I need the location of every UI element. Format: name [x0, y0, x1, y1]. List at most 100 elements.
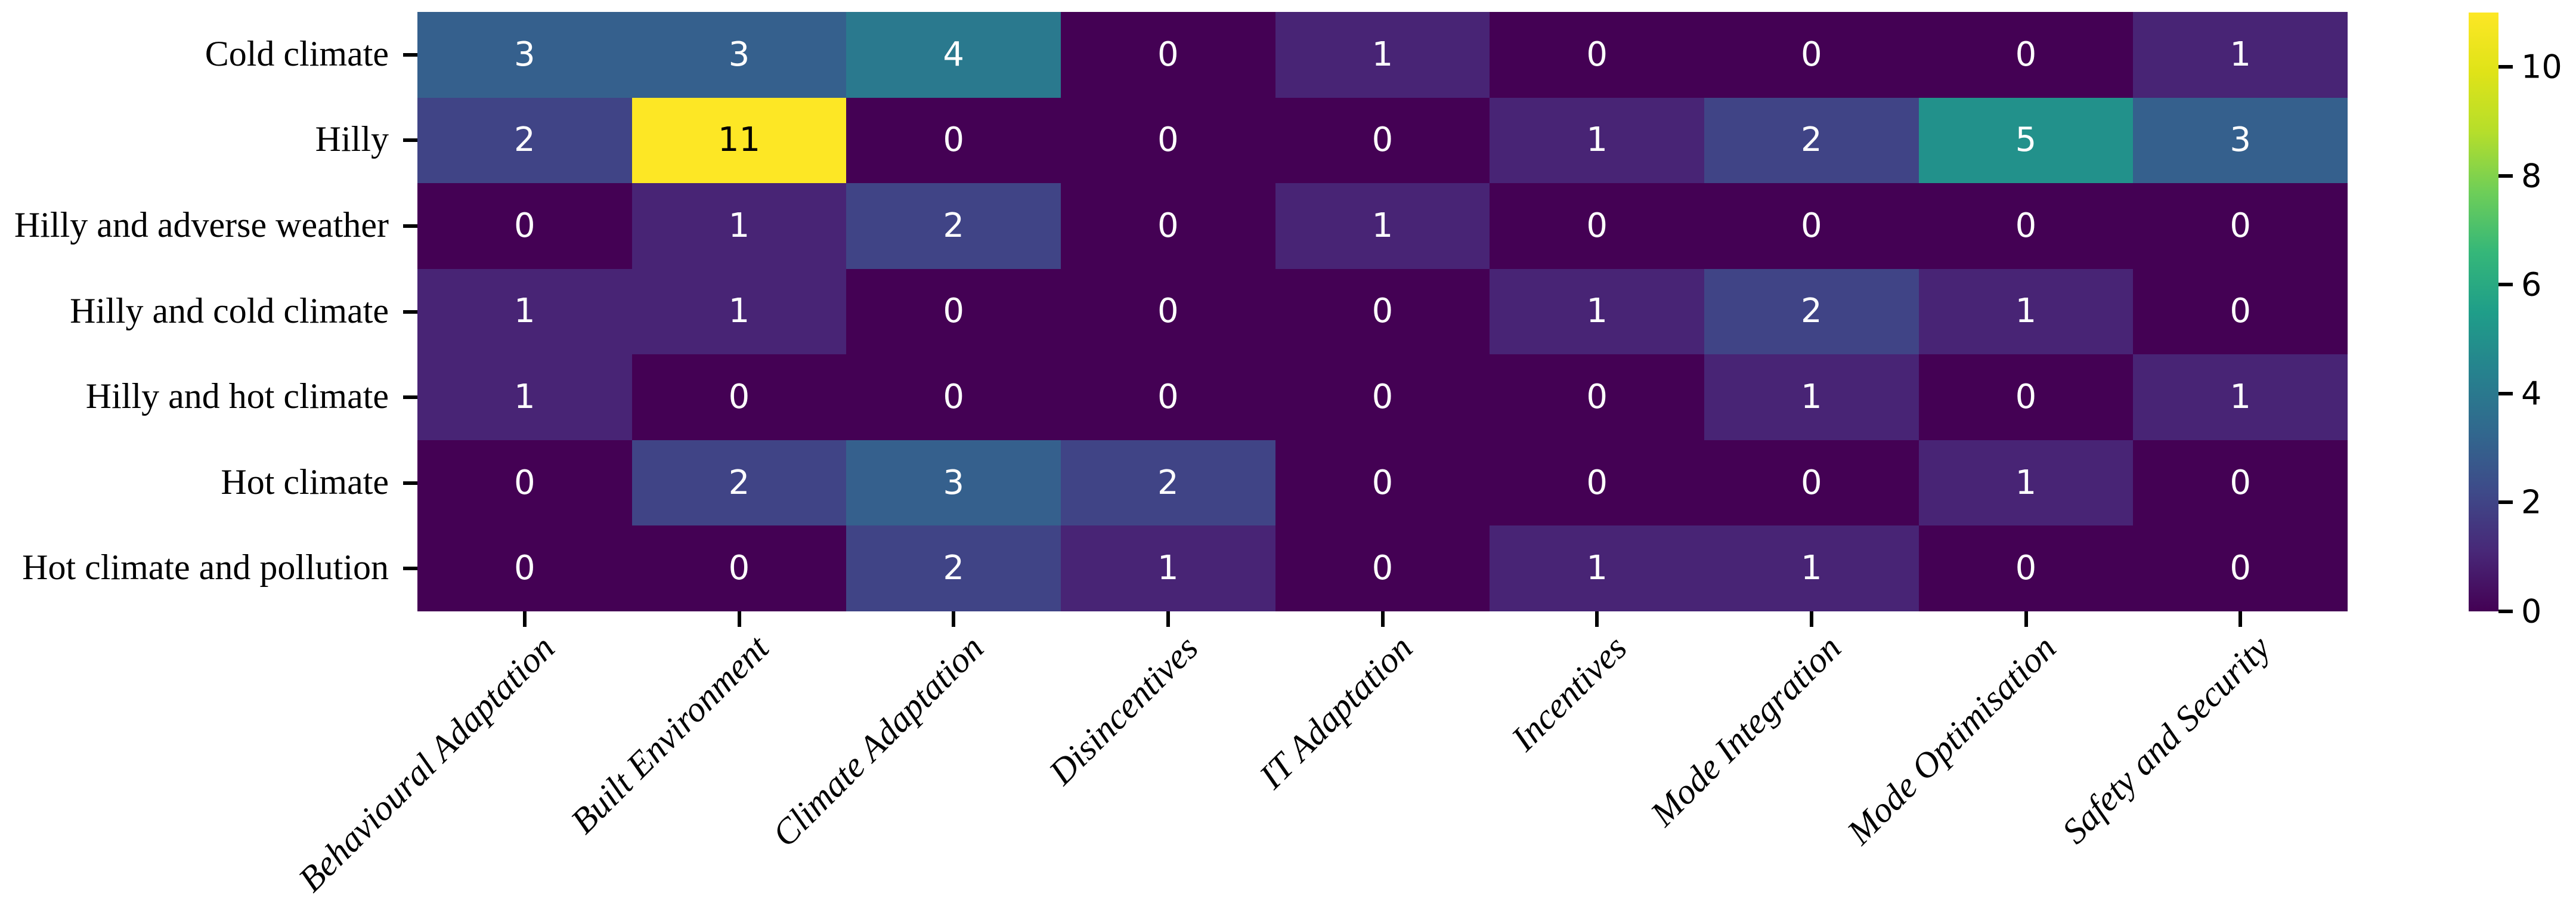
colorbar-tick-mark — [2498, 610, 2513, 613]
y-tick-mark — [403, 395, 417, 400]
heatmap-cell: 0 — [1490, 183, 1704, 269]
heatmap-cell: 1 — [417, 354, 632, 440]
heatmap-cell: 3 — [631, 12, 847, 98]
x-tick-mark — [522, 611, 527, 627]
x-tick-mark — [1595, 611, 1599, 627]
colorbar-tick-mark — [2498, 391, 2513, 395]
heatmap-cell: 0 — [417, 183, 632, 269]
heatmap-cell: 0 — [1060, 183, 1275, 269]
colorbar-tick-label: 4 — [2521, 375, 2542, 413]
heatmap-cell: 0 — [846, 354, 1061, 440]
heatmap-cell: 0 — [417, 525, 632, 611]
heatmap-cell: 1 — [2133, 354, 2348, 440]
heatmap-cell: 0 — [1275, 97, 1490, 184]
y-tick-label: Hilly and adverse weather — [14, 205, 389, 245]
colorbar-tick-label: 10 — [2521, 48, 2562, 86]
heatmap-cell: 0 — [1060, 354, 1275, 440]
heatmap-cell: 0 — [1275, 525, 1490, 611]
heatmap-cell: 4 — [846, 12, 1061, 98]
heatmap-cell: 3 — [417, 12, 632, 98]
heatmap-cell: 0 — [417, 440, 632, 526]
heatmap-cell: 0 — [1275, 268, 1490, 355]
colorbar-tick-label: 0 — [2521, 592, 2542, 630]
heatmap-cell: 5 — [1918, 97, 2134, 184]
y-tick-label: Hilly — [315, 119, 389, 159]
y-tick-label: Cold climate — [205, 33, 389, 73]
colorbar-tick-label: 6 — [2521, 265, 2542, 304]
heatmap-cell: 1 — [1490, 268, 1704, 355]
heatmap-cell: 0 — [1490, 440, 1704, 526]
heatmap-cell: 0 — [1918, 525, 2134, 611]
heatmap-cell: 11 — [631, 97, 847, 184]
heatmap-cell: 0 — [1275, 440, 1490, 526]
heatmap-cell: 1 — [1918, 440, 2134, 526]
heatmap-cell: 0 — [2133, 183, 2348, 269]
x-tick-label: Mode Optimisation — [1839, 627, 2063, 852]
heatmap-cell: 0 — [1275, 354, 1490, 440]
heatmap-cell: 0 — [1704, 440, 1919, 526]
heatmap-cell: 2 — [1704, 268, 1919, 355]
heatmap-cell: 1 — [2133, 12, 2348, 98]
heatmap-cell: 0 — [631, 354, 847, 440]
x-tick-mark — [1380, 611, 1385, 627]
y-tick-mark — [403, 224, 417, 228]
colorbar-tick-label: 2 — [2521, 483, 2542, 521]
x-tick-label: Incentives — [1503, 627, 1634, 759]
heatmap-cell: 2 — [846, 525, 1061, 611]
x-tick-mark — [1166, 611, 1170, 627]
y-tick-label: Hilly and cold climate — [70, 290, 389, 330]
x-tick-label: Mode Integration — [1643, 627, 1849, 834]
heatmap-cell: 0 — [1060, 12, 1275, 98]
y-tick-mark — [403, 138, 417, 143]
heatmap-cell: 0 — [1704, 12, 1919, 98]
heatmap-cell: 0 — [1918, 12, 2134, 98]
x-tick-mark — [2238, 611, 2243, 627]
heatmap-cell: 1 — [1490, 525, 1704, 611]
heatmap-cell: 1 — [417, 268, 632, 355]
x-tick-mark — [737, 611, 741, 627]
heatmap-grid: 3 3 4 0 1 0 0 0 1 2 11 0 0 0 1 2 5 3 0 1 2 0 1 0 0 0 0 1 1 0 0 0 1 2 1 0 1 0 0… — [417, 12, 2348, 611]
heatmap-cell: 0 — [2133, 525, 2348, 611]
heatmap-cell: 1 — [1275, 183, 1490, 269]
heatmap-cell: 2 — [631, 440, 847, 526]
colorbar-tick-mark — [2498, 65, 2513, 69]
x-tick-label: IT Adaptation — [1251, 627, 1420, 796]
y-tick-label: Hot climate — [221, 462, 389, 502]
x-tick-label: Climate Adaptation — [764, 627, 991, 855]
heatmap-cell: 1 — [1918, 268, 2134, 355]
heatmap-cell: 0 — [1060, 268, 1275, 355]
x-tick-label: Safety and Security — [2054, 627, 2278, 851]
colorbar-tick-mark — [2498, 174, 2513, 178]
heatmap-cell: 0 — [846, 97, 1061, 184]
x-tick-label: Built Environment — [563, 627, 776, 842]
heatmap-cell: 2 — [846, 183, 1061, 269]
heatmap-cell: 1 — [1490, 97, 1704, 184]
x-tick-label: Disincentives — [1041, 627, 1206, 792]
heatmap-cell: 0 — [2133, 440, 2348, 526]
colorbar-gradient — [2469, 13, 2498, 611]
y-tick-mark — [403, 567, 417, 571]
heatmap-cell: 1 — [1704, 354, 1919, 440]
heatmap-cell: 0 — [846, 268, 1061, 355]
x-tick-mark — [952, 611, 956, 627]
heatmap-cell: 0 — [1704, 183, 1919, 269]
heatmap-cell: 1 — [631, 183, 847, 269]
heatmap-cell: 3 — [2133, 97, 2348, 184]
heatmap-cell: 3 — [846, 440, 1061, 526]
y-tick-mark — [403, 52, 417, 57]
x-tick-mark — [1809, 611, 1813, 627]
heatmap-cell: 0 — [2133, 268, 2348, 355]
heatmap-cell: 1 — [631, 268, 847, 355]
y-tick-label: Hilly and hot climate — [85, 376, 389, 416]
y-tick-mark — [403, 481, 417, 485]
heatmap-cell: 0 — [631, 525, 847, 611]
heatmap-cell: 1 — [1060, 525, 1275, 611]
heatmap-cell: 0 — [1060, 97, 1275, 184]
x-tick-mark — [2024, 611, 2028, 627]
heatmap-cell: 0 — [1918, 183, 2134, 269]
colorbar-tick-label: 8 — [2521, 157, 2542, 195]
colorbar-tick-mark — [2498, 500, 2513, 505]
heatmap-cell: 0 — [1918, 354, 2134, 440]
heatmap-cell: 2 — [1060, 440, 1275, 526]
